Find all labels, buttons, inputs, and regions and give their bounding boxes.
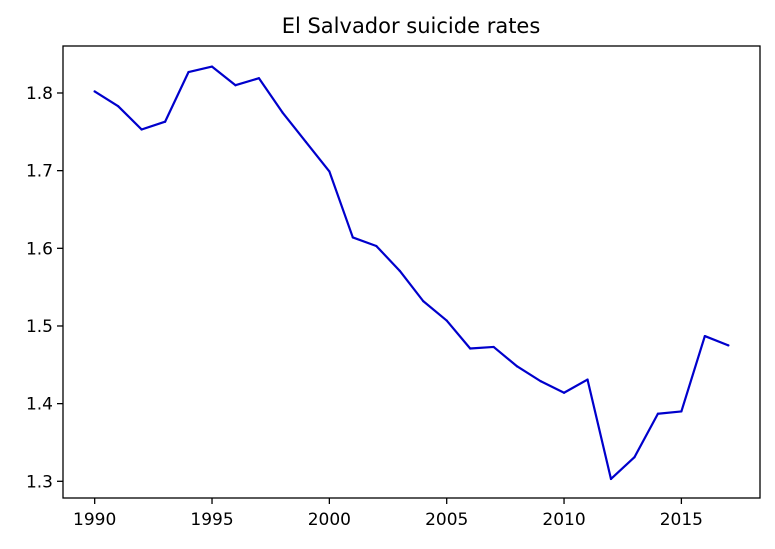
data-point-2015 (680, 410, 683, 413)
y-tick-label-1.7: 1.7 (26, 162, 53, 182)
data-point-2007 (492, 345, 495, 349)
x-tick-label-1995: 1995 (190, 510, 233, 530)
data-point-2011 (586, 378, 589, 381)
axes-frame (62, 45, 761, 499)
data-point-1995 (210, 65, 214, 68)
chart-title: El Salvador suicide rates (282, 14, 541, 38)
data-point-1998 (281, 111, 284, 114)
data-point-2017 (727, 344, 730, 347)
data-point-2010 (562, 391, 566, 394)
y-tick-label-1.4: 1.4 (26, 395, 53, 415)
data-point-2002 (375, 244, 378, 248)
data-point-1991 (117, 105, 120, 108)
y-tick-label-1.8: 1.8 (26, 84, 53, 104)
data-point-1990 (93, 90, 96, 93)
x-tick-label-2010: 2010 (542, 510, 585, 530)
data-point-1992 (140, 128, 143, 131)
data-point-2012 (609, 477, 613, 481)
data-point-2006 (469, 347, 472, 350)
y-tick-label-1.5: 1.5 (26, 317, 53, 337)
y-tick-label-1.6: 1.6 (26, 239, 53, 259)
series-line-0 (93, 65, 730, 481)
plot-area: 1990 1995 2000 2005 2010 2015 1.3 1.4 1.5 1.6 1.7 1… (26, 45, 761, 530)
data-point-2005 (445, 319, 448, 322)
data-point-2014 (656, 412, 660, 415)
data-point-1999 (304, 140, 307, 144)
data-point-2009 (539, 380, 542, 383)
data-point-2008 (516, 365, 519, 368)
data-point-1994 (187, 70, 190, 74)
data-point-2013 (633, 456, 636, 459)
data-point-1996 (234, 84, 237, 87)
x-tick-label-2000: 2000 (308, 510, 351, 530)
data-point-2003 (398, 269, 401, 272)
data-point-1993 (163, 120, 167, 123)
y-tick-label-1.3: 1.3 (26, 472, 53, 492)
x-tick-label-1990: 1990 (73, 510, 116, 530)
x-tick-label-2015: 2015 (660, 510, 703, 530)
data-point-2016 (703, 334, 706, 338)
data-point-2004 (422, 300, 425, 303)
data-point-2000 (328, 170, 331, 173)
data-point-2001 (351, 236, 354, 239)
data-point-1997 (257, 77, 261, 80)
x-tick-label-2005: 2005 (425, 510, 468, 530)
